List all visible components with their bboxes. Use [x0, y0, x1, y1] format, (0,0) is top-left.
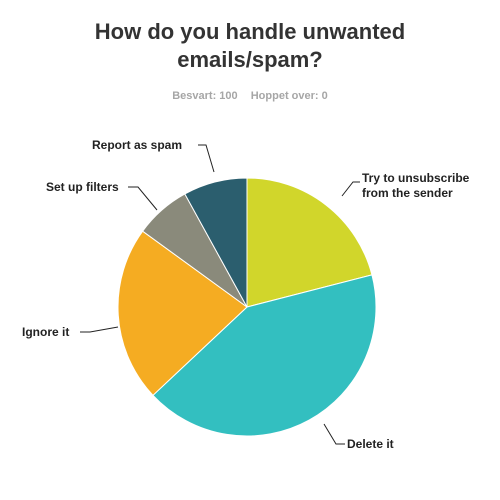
slice-label-3: Set up filters	[46, 180, 119, 194]
leader-line-0	[341, 181, 360, 197]
slice-label-0: Try to unsubscribe from the sender	[362, 171, 470, 200]
answered-count: Besvart: 100	[172, 90, 238, 102]
leader-line-4	[198, 144, 215, 173]
response-stats: Besvart: 100 Hoppet over: 0	[0, 90, 500, 102]
skipped-count: Hoppet over: 0	[250, 90, 328, 102]
slice-label-4: Report as spam	[92, 138, 182, 152]
leader-line-3	[128, 186, 158, 211]
pie-slice-1	[152, 274, 377, 437]
slice-label-1: Delete it	[347, 437, 394, 451]
chart-title: How do you handle unwanted emails/spam?	[94, 19, 406, 72]
pie-slice-4	[184, 177, 248, 308]
pie-slice-0	[246, 177, 373, 308]
slice-label-2: Ignore it	[22, 325, 69, 339]
pie-slice-2	[117, 230, 248, 397]
leader-line-2	[80, 326, 119, 333]
leader-line-1	[323, 423, 345, 445]
